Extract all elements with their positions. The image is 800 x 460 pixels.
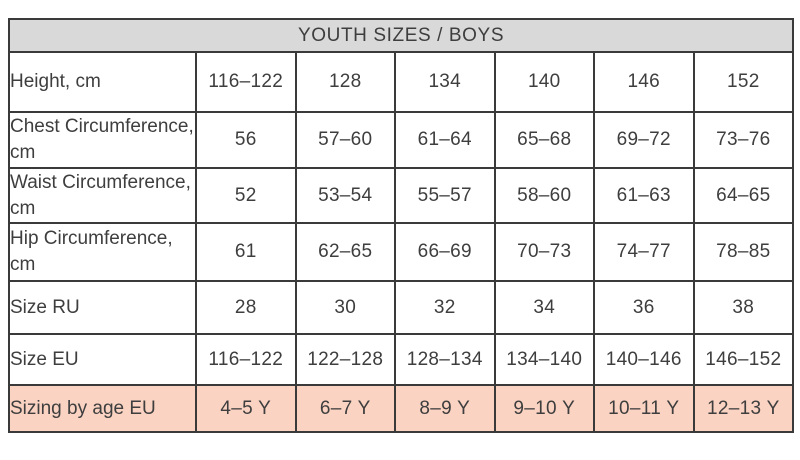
row-label-hip: Hip Circumference, cm	[8, 222, 197, 282]
table-row-height: Height, cm 116–122 128 134 140 146 152	[8, 51, 795, 113]
table-row-waist: Waist Circumference, cm 52 53–54 55–57 5…	[8, 167, 795, 224]
size-value-cell: 61–63	[593, 167, 695, 224]
size-value-cell: 36	[593, 280, 695, 335]
size-chart: YOUTH SIZES / BOYS Height, cm 116–122 12…	[7, 18, 795, 433]
size-value-cell: 116–122	[195, 333, 297, 386]
size-value-cell: 128	[294, 51, 396, 113]
table-row-chest: Chest Circumference, cm 56 57–60 61–64 6…	[8, 111, 795, 169]
size-value-cell: 66–69	[394, 222, 496, 282]
youth-sizes-table: YOUTH SIZES / BOYS Height, cm 116–122 12…	[7, 18, 795, 433]
table-title: YOUTH SIZES / BOYS	[7, 18, 795, 53]
size-value-cell: 73–76	[692, 111, 795, 169]
size-value-cell: 34	[493, 280, 595, 335]
row-label-size-ru: Size RU	[8, 280, 197, 335]
size-value-cell: 70–73	[493, 222, 595, 282]
size-value-cell: 74–77	[593, 222, 695, 282]
size-value-cell: 140	[493, 51, 595, 113]
table-row-hip: Hip Circumference, cm 61 62–65 66–69 70–…	[8, 222, 795, 282]
row-label-age: Sizing by age EU	[8, 384, 197, 433]
size-value-cell: 146	[593, 51, 695, 113]
size-value-cell: 69–72	[593, 111, 695, 169]
size-value-cell: 116–122	[195, 51, 297, 113]
size-value-cell: 10–11 Y	[593, 384, 695, 433]
size-value-cell: 140–146	[593, 333, 695, 386]
size-value-cell: 57–60	[294, 111, 396, 169]
size-value-cell: 62–65	[294, 222, 396, 282]
size-value-cell: 152	[692, 51, 795, 113]
table-row-age: Sizing by age EU 4–5 Y 6–7 Y 8–9 Y 9–10 …	[8, 384, 795, 433]
size-value-cell: 32	[394, 280, 496, 335]
size-value-cell: 58–60	[493, 167, 595, 224]
size-value-cell: 146–152	[692, 333, 795, 386]
table-row-size-eu: Size EU 116–122 122–128 128–134 134–140 …	[8, 333, 795, 386]
size-value-cell: 61	[195, 222, 297, 282]
row-label-waist: Waist Circumference, cm	[8, 167, 197, 224]
row-label-height: Height, cm	[8, 51, 197, 113]
size-value-cell: 61–64	[394, 111, 496, 169]
size-value-cell: 64–65	[692, 167, 795, 224]
size-value-cell: 38	[692, 280, 795, 335]
size-value-cell: 8–9 Y	[394, 384, 496, 433]
size-value-cell: 53–54	[294, 167, 396, 224]
size-value-cell: 56	[195, 111, 297, 169]
size-value-cell: 28	[195, 280, 297, 335]
size-value-cell: 4–5 Y	[195, 384, 297, 433]
row-label-size-eu: Size EU	[8, 333, 197, 386]
size-value-cell: 128–134	[394, 333, 496, 386]
size-value-cell: 12–13 Y	[692, 384, 795, 433]
row-label-chest: Chest Circumference, cm	[8, 111, 197, 169]
size-value-cell: 9–10 Y	[493, 384, 595, 433]
size-value-cell: 52	[195, 167, 297, 224]
table-row-size-ru: Size RU 28 30 32 34 36 38	[8, 280, 795, 335]
size-value-cell: 65–68	[493, 111, 595, 169]
size-value-cell: 6–7 Y	[294, 384, 396, 433]
size-value-cell: 134	[394, 51, 496, 113]
size-value-cell: 122–128	[294, 333, 396, 386]
size-value-cell: 78–85	[692, 222, 795, 282]
size-value-cell: 134–140	[493, 333, 595, 386]
size-value-cell: 30	[294, 280, 396, 335]
size-value-cell: 55–57	[394, 167, 496, 224]
table-title-row: YOUTH SIZES / BOYS	[7, 18, 795, 53]
